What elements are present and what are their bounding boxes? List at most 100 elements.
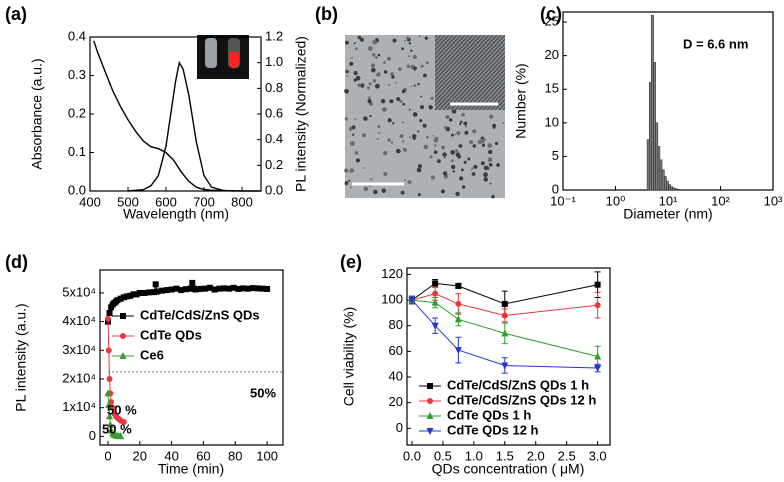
particle: [387, 138, 391, 142]
particle: [386, 56, 392, 61]
particle: [451, 164, 456, 170]
particle: [354, 151, 359, 155]
particle: [372, 39, 378, 45]
particle: [441, 145, 445, 150]
particle: [417, 193, 421, 197]
particle: [483, 177, 488, 182]
marker: [244, 285, 251, 292]
particle: [396, 96, 401, 102]
particle: [470, 168, 473, 171]
particle: [354, 118, 357, 121]
marker: [105, 347, 112, 354]
particle: [459, 120, 463, 124]
particle: [399, 134, 404, 139]
marker: [221, 285, 228, 292]
particle: [363, 186, 369, 192]
particle: [352, 133, 355, 136]
particle: [363, 116, 368, 121]
legend-label: CdTe QDs 12 h: [447, 422, 539, 437]
particle: [428, 105, 433, 110]
bar: [670, 186, 674, 191]
marker: [152, 281, 159, 288]
particle: [357, 35, 362, 40]
lattice-fringe: [462, 64, 505, 110]
plot-frame: [406, 267, 611, 446]
particle: [399, 99, 403, 104]
particle: [402, 121, 404, 124]
marker: [408, 297, 416, 305]
y-tick-label: 4x10⁴: [62, 313, 96, 328]
lattice-fringe: [435, 35, 490, 94]
lattice-fringe: [435, 35, 466, 69]
particle: [367, 99, 372, 104]
lattice-fringe: [454, 55, 505, 110]
particle: [360, 83, 365, 88]
particle: [437, 159, 441, 164]
particle: [450, 133, 454, 137]
bar: [676, 189, 680, 191]
bar: [655, 122, 659, 191]
particle: [433, 138, 438, 143]
particle: [417, 164, 422, 169]
y-tick-label: 80: [389, 317, 403, 332]
panel-label: (d): [5, 252, 28, 272]
marker: [173, 285, 180, 292]
particle: [366, 86, 370, 90]
particle: [380, 98, 386, 104]
legend-marker: [119, 352, 127, 359]
panel-label: (c): [540, 4, 562, 24]
particle: [481, 143, 486, 147]
lattice-fringe: [435, 35, 482, 86]
particle: [502, 122, 505, 125]
y2-tick-label: 0.4: [265, 131, 283, 146]
marker: [594, 281, 601, 288]
marker: [594, 352, 602, 360]
particle: [350, 56, 353, 59]
marker: [455, 282, 462, 289]
bar: [659, 159, 663, 191]
marker: [432, 290, 439, 297]
lattice-fringe: [466, 68, 505, 110]
lattice-fringe: [490, 94, 505, 110]
particle: [409, 136, 411, 139]
particle: [401, 47, 404, 51]
particle: [377, 125, 381, 129]
y-tick-label: 0: [396, 420, 403, 435]
particle: [472, 144, 477, 148]
particle: [455, 191, 460, 197]
particle: [487, 149, 493, 155]
particle: [488, 163, 493, 167]
y-axis-label: Absorbance (a.u.): [29, 58, 45, 169]
particle: [371, 67, 376, 73]
lattice-fringe: [435, 35, 458, 60]
particle: [492, 126, 496, 129]
lattice-fringe: [486, 89, 505, 110]
marker: [594, 365, 602, 373]
particle: [459, 122, 462, 126]
y-tick-label: 60: [389, 343, 403, 358]
particle: [489, 114, 494, 119]
particle: [401, 89, 406, 94]
lattice-fringe: [458, 59, 505, 110]
particle: [420, 95, 423, 98]
particle: [465, 125, 467, 128]
particle: [382, 107, 387, 112]
particle: [457, 154, 462, 159]
particle: [419, 105, 425, 110]
bar: [653, 62, 656, 191]
lattice-fringe: [435, 35, 478, 81]
legend-marker: [426, 428, 434, 435]
particle: [467, 157, 471, 161]
marker: [264, 285, 271, 292]
particle: [483, 172, 488, 178]
particle: [353, 42, 356, 45]
lattice-fringe: [482, 85, 505, 110]
lattice-fringe: [435, 35, 494, 99]
y-tick-label: 0.2: [68, 105, 86, 120]
lattice-fringe: [435, 35, 450, 51]
marker: [216, 285, 223, 292]
particle: [408, 108, 411, 111]
y-tick-label: 25: [545, 14, 559, 29]
particle: [489, 182, 492, 185]
y2-tick-label: 0.8: [265, 80, 283, 95]
